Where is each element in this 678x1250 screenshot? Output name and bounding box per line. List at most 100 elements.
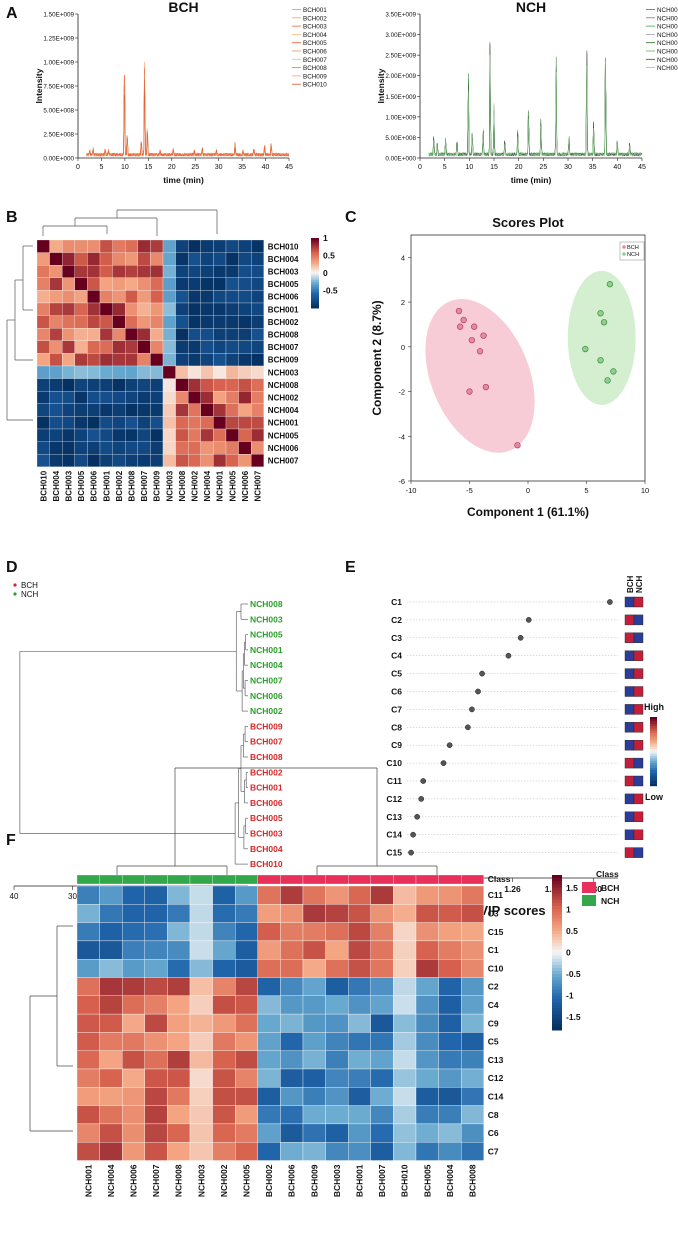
x-axis-label: time (min) bbox=[163, 175, 204, 185]
scale-segment bbox=[650, 765, 657, 768]
leaf-label: NCH001 bbox=[250, 645, 283, 655]
side-box-nch bbox=[633, 704, 644, 715]
legend-entry: NCH004 bbox=[657, 32, 678, 39]
colorbar-segment bbox=[311, 250, 319, 253]
heatmap-cell bbox=[235, 940, 258, 960]
heatmap-cell bbox=[62, 391, 75, 404]
heatmap-cell bbox=[200, 265, 214, 278]
heatmap-cell bbox=[325, 959, 349, 978]
colorbar-segment bbox=[311, 280, 319, 283]
chromatogram-trace bbox=[86, 79, 290, 157]
side-box-bch bbox=[624, 704, 635, 715]
heatmap-cell bbox=[415, 1142, 439, 1161]
data-point-nch bbox=[597, 357, 604, 364]
heatmap-cell bbox=[393, 995, 417, 1015]
heatmap-cell bbox=[62, 302, 75, 316]
row-label: C13 bbox=[488, 1055, 504, 1065]
category-label: C11 bbox=[387, 776, 402, 786]
side-box-bch bbox=[624, 614, 635, 626]
col-label: NCH007 bbox=[254, 470, 263, 501]
col-label: NCH003 bbox=[196, 1164, 206, 1197]
leaf-label: NCH007 bbox=[250, 676, 283, 686]
heatmap-cell bbox=[99, 353, 113, 367]
heatmap-cell bbox=[36, 239, 50, 253]
heatmap-cell bbox=[76, 1123, 100, 1143]
row-label: BCH010 bbox=[268, 242, 299, 251]
chart-title: BCH bbox=[168, 0, 198, 15]
heatmap-cell bbox=[370, 1032, 394, 1051]
heatmap-cell bbox=[257, 904, 281, 923]
heatmap-cell bbox=[235, 995, 258, 1015]
heatmap-cell bbox=[212, 1142, 236, 1161]
heatmap-cell bbox=[213, 328, 227, 341]
heatmap-cell bbox=[162, 302, 176, 316]
colorbar-segment bbox=[552, 930, 562, 935]
heatmap-cell bbox=[213, 302, 227, 316]
heatmap-cell bbox=[370, 1050, 394, 1070]
heatmap-cell bbox=[76, 1050, 100, 1070]
heatmap-cell bbox=[212, 1105, 236, 1125]
heatmap-cell bbox=[144, 1050, 168, 1070]
heatmap-cell bbox=[393, 940, 417, 960]
side-box-nch bbox=[633, 740, 644, 751]
vip-point bbox=[446, 742, 453, 749]
heatmap-cell bbox=[257, 922, 281, 942]
heatmap-cell bbox=[225, 315, 239, 329]
heatmap-cell bbox=[415, 904, 439, 923]
heatmap-cell bbox=[137, 391, 151, 404]
col-label: NCH001 bbox=[83, 1164, 93, 1197]
heatmap-cell bbox=[125, 428, 138, 442]
heatmap-cell bbox=[150, 239, 164, 253]
scale-segment bbox=[650, 744, 657, 748]
heatmap-cell bbox=[162, 277, 176, 291]
x-tick-label: 35 bbox=[589, 164, 597, 171]
colorbar-segment bbox=[552, 974, 562, 978]
heatmap-cell bbox=[393, 1032, 417, 1051]
class-bar-cell bbox=[257, 874, 281, 885]
heatmap-cell bbox=[137, 441, 151, 455]
side-box-bch bbox=[624, 650, 635, 661]
heatmap-cell bbox=[251, 239, 264, 253]
row-label: C15 bbox=[488, 927, 504, 937]
heatmap-cell bbox=[257, 1050, 281, 1070]
heatmap-cell bbox=[125, 353, 138, 367]
scale-segment bbox=[650, 758, 657, 761]
colorbar-segment bbox=[552, 878, 562, 882]
heatmap-cell bbox=[87, 441, 101, 455]
heatmap-cell bbox=[99, 977, 123, 996]
colorbar-segment bbox=[552, 1002, 562, 1006]
heatmap-cell bbox=[167, 1105, 191, 1125]
colorbar-segment bbox=[552, 902, 562, 907]
heatmap-cell bbox=[162, 378, 176, 392]
heatmap-cell bbox=[461, 904, 484, 923]
heatmap-cell bbox=[162, 428, 176, 442]
heatmap-cell bbox=[137, 328, 151, 341]
colorbar-segment bbox=[311, 301, 319, 304]
heatmap-cell bbox=[175, 277, 189, 291]
heatmap-cell bbox=[461, 1013, 484, 1033]
col-label: NCH006 bbox=[241, 470, 250, 501]
leaf-label: BCH003 bbox=[250, 829, 283, 839]
heatmap-cell bbox=[175, 353, 189, 367]
heatmap-cell bbox=[393, 959, 417, 978]
legend-entry: BCH007 bbox=[303, 57, 327, 64]
colorbar-segment bbox=[311, 278, 319, 281]
heatmap-cell bbox=[99, 940, 123, 960]
colorbar-label: 0 bbox=[566, 948, 571, 958]
heatmap-cell bbox=[188, 328, 201, 341]
class-bar-cell bbox=[438, 874, 462, 885]
heatmap-cell bbox=[36, 265, 50, 278]
heatmap-cell bbox=[213, 428, 227, 442]
colorbar-segment bbox=[552, 961, 562, 966]
heatmap-cell bbox=[189, 1050, 213, 1070]
colorbar-segment bbox=[552, 881, 562, 885]
heatmap-cell bbox=[302, 1032, 326, 1051]
heatmap-cell bbox=[144, 885, 168, 905]
side-box-bch bbox=[624, 775, 635, 787]
heatmap-cell bbox=[162, 340, 176, 354]
heatmap-cell bbox=[162, 290, 176, 304]
confidence-ellipse-bch bbox=[425, 299, 535, 453]
legend-entry: NCH005 bbox=[657, 40, 678, 47]
chromatogram-trace bbox=[86, 61, 290, 157]
heatmap-cell bbox=[74, 328, 88, 341]
